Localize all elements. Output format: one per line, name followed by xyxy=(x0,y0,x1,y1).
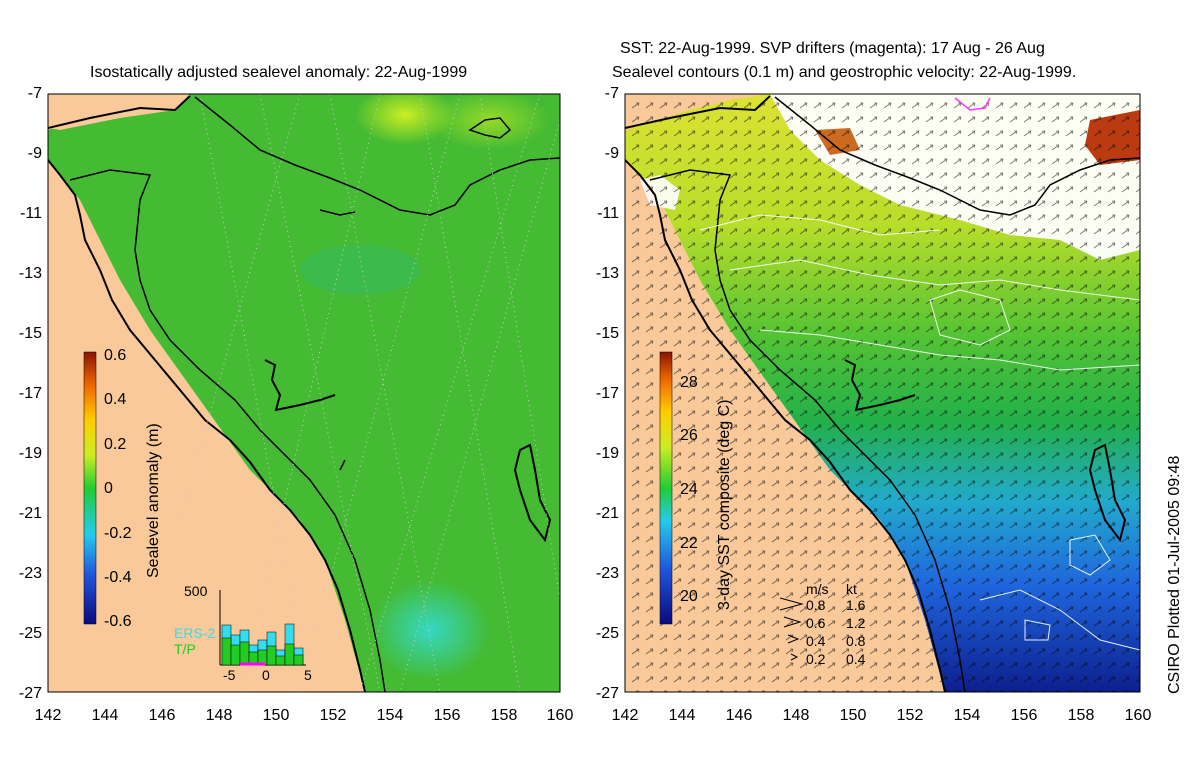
left-x-tick: 160 xyxy=(546,707,574,724)
right-x-tick: 148 xyxy=(782,707,810,724)
left-y-tick: -9 xyxy=(27,145,42,162)
left-y-tick: -7 xyxy=(27,85,42,102)
sst-colorbar xyxy=(659,351,673,625)
velocity-legend-ms: 0.6 xyxy=(806,615,826,631)
right-map xyxy=(625,94,1140,692)
velocity-legend-ms: 0.8 xyxy=(806,597,826,613)
left-x-tick: 142 xyxy=(34,707,62,724)
right-x-tick: 154 xyxy=(953,707,981,724)
left-map-frame xyxy=(47,93,561,693)
right-y-tick: -11 xyxy=(597,205,619,222)
left-y-tick: -25 xyxy=(18,625,42,642)
right-y-tick: -17 xyxy=(595,385,619,402)
right-y-tick: -9 xyxy=(604,145,619,162)
sst-colorbar-tick: 22 xyxy=(680,535,698,552)
right-y-tick: -21 xyxy=(595,505,619,522)
right-map-frame xyxy=(624,93,1141,693)
right-x-tick: 142 xyxy=(611,707,639,724)
left-y-tick: -27 xyxy=(18,685,42,702)
left-x-tick: 158 xyxy=(490,707,518,724)
left-y-tick: -15 xyxy=(18,325,42,342)
histogram-x-tick: 0 xyxy=(262,667,270,683)
velocity-legend-header-kt: kt xyxy=(846,581,857,597)
left-y-tick: -23 xyxy=(18,565,42,582)
right-x-tick: 152 xyxy=(896,707,924,724)
right-x-tick: 146 xyxy=(725,707,753,724)
right-y-tick: -7 xyxy=(604,85,619,102)
anomaly-colorbar-tick: -0.6 xyxy=(104,613,132,630)
anomaly-colorbar-label: Sealevel anomaly (m) xyxy=(145,423,162,578)
right-x-tick: 156 xyxy=(1010,707,1038,724)
anomaly-colorbar-tick: 0.6 xyxy=(104,347,127,364)
right-x-tick: 144 xyxy=(668,707,696,724)
right-map-title-line1: SST: 22-Aug-1999. SVP drifters (magenta)… xyxy=(620,40,1045,57)
left-y-tick: -21 xyxy=(18,505,42,522)
histogram-x-tick: -5 xyxy=(223,667,236,683)
track-histogram xyxy=(219,590,306,666)
anomaly-colorbar xyxy=(83,351,97,625)
velocity-legend-kt: 0.4 xyxy=(846,651,866,667)
right-y-tick: -19 xyxy=(595,445,619,462)
sst-colorbar-tick: 20 xyxy=(680,588,698,605)
histogram-legend-ers2: ERS-2 xyxy=(174,625,216,641)
right-x-tick: 160 xyxy=(1124,707,1152,724)
sst-colorbar-label: 3-day SST composite (deg C) xyxy=(716,399,733,610)
histogram-x-tick: 5 xyxy=(304,667,312,683)
sst-colorbar-tick: 28 xyxy=(680,374,698,391)
right-map-title-line2: Sealevel contours (0.1 m) and geostrophi… xyxy=(612,64,1077,81)
sst-colorbar-tick: 26 xyxy=(680,427,698,444)
left-x-tick: 152 xyxy=(319,707,347,724)
sst-colorbar-tick: 24 xyxy=(680,481,698,498)
velocity-legend-ms: 0.2 xyxy=(806,651,826,667)
right-x-tick: 150 xyxy=(839,707,867,724)
anomaly-colorbar-tick: -0.4 xyxy=(104,569,132,586)
left-map-ocean xyxy=(48,94,560,692)
anomaly-colorbar-tick: 0 xyxy=(104,480,113,497)
left-map-title: Isostatically adjusted sealevel anomaly:… xyxy=(90,64,468,81)
velocity-legend-kt: 1.2 xyxy=(846,615,866,631)
histogram-bars-tp xyxy=(221,637,304,666)
right-y-tick: -15 xyxy=(595,325,619,342)
anomaly-colorbar-tick: -0.2 xyxy=(104,525,132,542)
left-x-tick: 144 xyxy=(91,707,119,724)
histogram-ymax-label: 500 xyxy=(184,583,208,599)
left-x-tick: 156 xyxy=(433,707,461,724)
velocity-legend-kt: 0.8 xyxy=(846,633,866,649)
histogram-legend-tp: T/P xyxy=(174,641,196,657)
right-y-tick: -25 xyxy=(595,625,619,642)
left-y-tick: -13 xyxy=(18,265,42,282)
left-x-tick: 150 xyxy=(262,707,290,724)
left-x-tick: 146 xyxy=(148,707,176,724)
right-y-tick: -13 xyxy=(595,265,619,282)
plot-credit: CSIRO Plotted 01-Jul-2005 09:48 xyxy=(1166,455,1183,694)
velocity-legend-header-ms: m/s xyxy=(806,581,829,597)
velocity-legend-ms: 0.4 xyxy=(806,633,826,649)
right-x-tick: 158 xyxy=(1067,707,1095,724)
right-y-tick: -27 xyxy=(595,685,619,702)
left-x-tick: 148 xyxy=(205,707,233,724)
left-x-tick: 154 xyxy=(376,707,404,724)
velocity-legend-kt: 1.6 xyxy=(846,597,866,613)
velocity-legend-arrows xyxy=(779,597,804,661)
left-y-tick: -17 xyxy=(18,385,42,402)
anomaly-colorbar-tick: 0.2 xyxy=(104,436,127,453)
anomaly-colorbar-tick: 0.4 xyxy=(104,391,127,408)
left-y-tick: -19 xyxy=(18,445,42,462)
left-map xyxy=(48,94,560,692)
left-y-tick: -11 xyxy=(20,205,42,222)
right-y-tick: -23 xyxy=(595,565,619,582)
